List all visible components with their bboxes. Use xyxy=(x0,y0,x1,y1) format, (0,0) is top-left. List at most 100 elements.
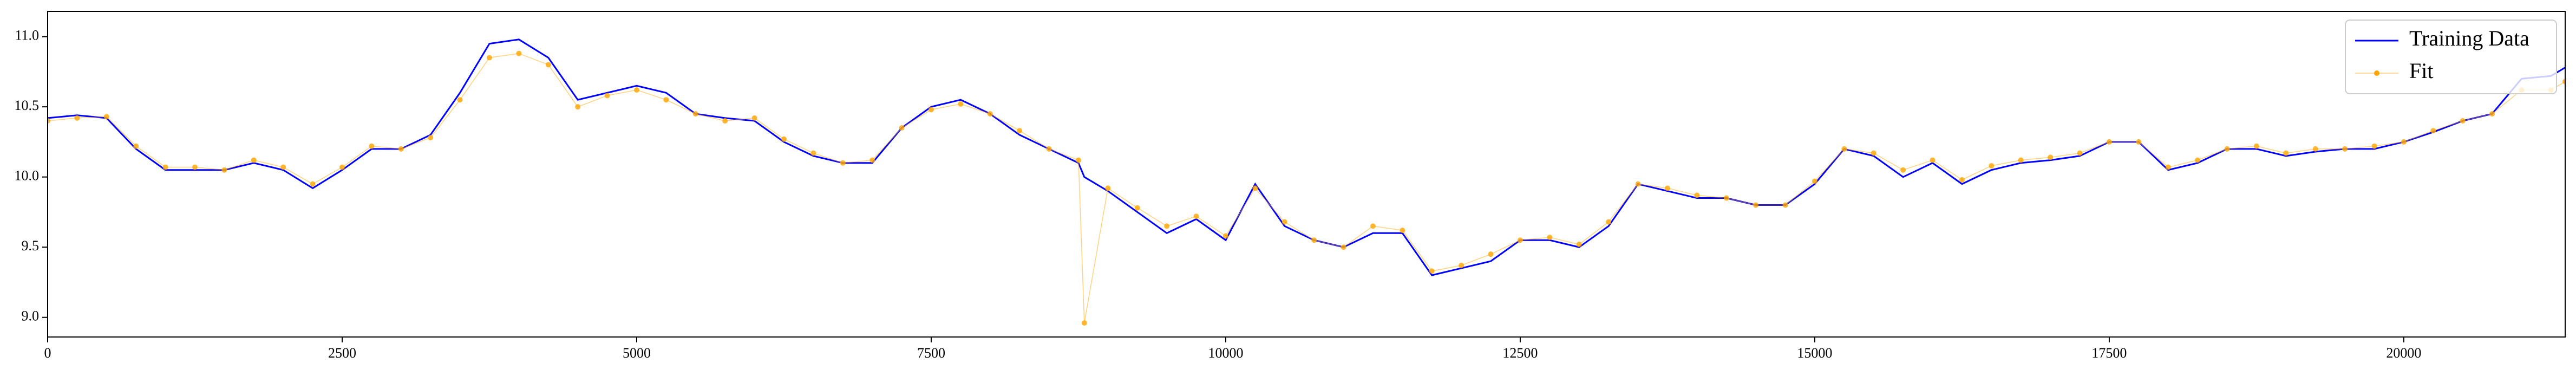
series-line xyxy=(48,53,2565,323)
fit-point xyxy=(1900,167,1906,173)
y-tick-label: 9.5 xyxy=(22,238,40,254)
fit-point xyxy=(1488,251,1494,257)
fit-point xyxy=(575,104,581,110)
fit-point xyxy=(162,164,168,170)
fit-point xyxy=(1075,157,1081,163)
fit-point xyxy=(1989,163,1995,168)
fit-point xyxy=(457,97,463,103)
fit-point xyxy=(1222,233,1228,239)
fit-point xyxy=(1812,178,1817,184)
fit-point xyxy=(1311,237,1317,243)
fit-point xyxy=(1370,223,1376,229)
fit-point xyxy=(604,93,610,99)
legend-box xyxy=(2345,20,2557,94)
fit-point xyxy=(840,160,846,166)
fit-point xyxy=(1017,128,1023,134)
fit-point xyxy=(2489,111,2495,117)
fit-point xyxy=(2018,157,2024,163)
fit-point xyxy=(2253,143,2259,149)
fit-point xyxy=(545,62,551,68)
fit-point xyxy=(1193,213,1199,219)
fit-point xyxy=(692,111,698,117)
y-tick-label: 9.0 xyxy=(22,308,40,324)
fit-point xyxy=(2136,139,2142,145)
fit-point xyxy=(1694,192,1700,198)
fit-point xyxy=(1105,185,1111,191)
fit-point xyxy=(339,164,345,170)
fit-point xyxy=(781,136,787,142)
fit-point xyxy=(928,107,934,113)
fit-point xyxy=(2283,150,2289,156)
fit-point xyxy=(369,143,375,149)
x-tick-label: 0 xyxy=(44,345,51,361)
fit-point xyxy=(869,157,875,163)
fit-point xyxy=(2077,150,2083,156)
fit-point xyxy=(2195,157,2201,163)
fit-point xyxy=(722,118,728,124)
legend-label: Fit xyxy=(2409,59,2433,83)
fit-point xyxy=(1046,146,1052,152)
series-line xyxy=(48,38,2565,276)
fit-point xyxy=(1723,195,1729,201)
series xyxy=(48,38,2565,276)
plot-frame xyxy=(47,11,2566,338)
fit-point xyxy=(2401,139,2407,145)
fit-point xyxy=(1341,244,1346,250)
fit-point xyxy=(810,150,816,156)
fit-point xyxy=(2371,143,2377,149)
fit-point xyxy=(133,143,139,149)
fit-point xyxy=(486,55,492,61)
fit-point xyxy=(48,118,50,124)
fit-point xyxy=(1753,202,1759,208)
fit-point xyxy=(2224,146,2230,152)
fit-point xyxy=(1959,177,1965,183)
fit-point xyxy=(192,164,198,170)
fit-point xyxy=(516,50,522,56)
fit-point xyxy=(663,97,669,103)
fit-point xyxy=(2342,146,2348,152)
fit-point xyxy=(899,125,905,131)
x-tick-label: 2500 xyxy=(328,345,356,361)
y-tick-label: 10.5 xyxy=(15,98,40,113)
fit-point xyxy=(2048,154,2054,160)
fit-point xyxy=(1164,223,1170,229)
x-tick-label: 10000 xyxy=(1208,345,1243,361)
fit-point xyxy=(280,164,286,170)
legend-marker xyxy=(2374,70,2379,76)
fit-point xyxy=(1664,185,1670,191)
fit-point xyxy=(1252,185,1258,191)
fit-point xyxy=(1081,320,1087,326)
fit-point xyxy=(1576,242,1582,248)
fit-point xyxy=(751,115,757,121)
fit-point xyxy=(1282,219,1287,225)
fit-point xyxy=(251,157,257,163)
y-tick-label: 11.0 xyxy=(15,28,39,43)
fit-point xyxy=(2562,79,2565,85)
fit-point xyxy=(1517,237,1523,243)
x-tick-label: 20000 xyxy=(2386,345,2421,361)
fit-point xyxy=(987,111,993,117)
series xyxy=(48,50,2565,326)
fit-point xyxy=(103,114,109,120)
fit-point xyxy=(2312,146,2318,152)
fit-point xyxy=(1606,219,1612,225)
fit-point xyxy=(1841,146,1847,152)
x-tick-label: 7500 xyxy=(917,345,945,361)
fit-point xyxy=(633,87,639,93)
fit-point xyxy=(2430,128,2436,134)
fit-point xyxy=(1134,205,1140,211)
fit-point xyxy=(958,101,964,107)
x-tick-label: 5000 xyxy=(623,345,651,361)
fit-point xyxy=(1930,157,1936,163)
fit-point xyxy=(1547,235,1553,241)
fit-point xyxy=(1459,262,1464,268)
fit-point xyxy=(221,167,227,173)
fit-point xyxy=(74,115,80,121)
y-tick-label: 10.0 xyxy=(15,168,40,184)
fit-point xyxy=(2460,118,2466,124)
fit-point xyxy=(2165,164,2171,170)
x-tick-label: 15000 xyxy=(1797,345,1832,361)
fit-point xyxy=(1400,228,1405,234)
x-tick-label: 17500 xyxy=(2091,345,2127,361)
